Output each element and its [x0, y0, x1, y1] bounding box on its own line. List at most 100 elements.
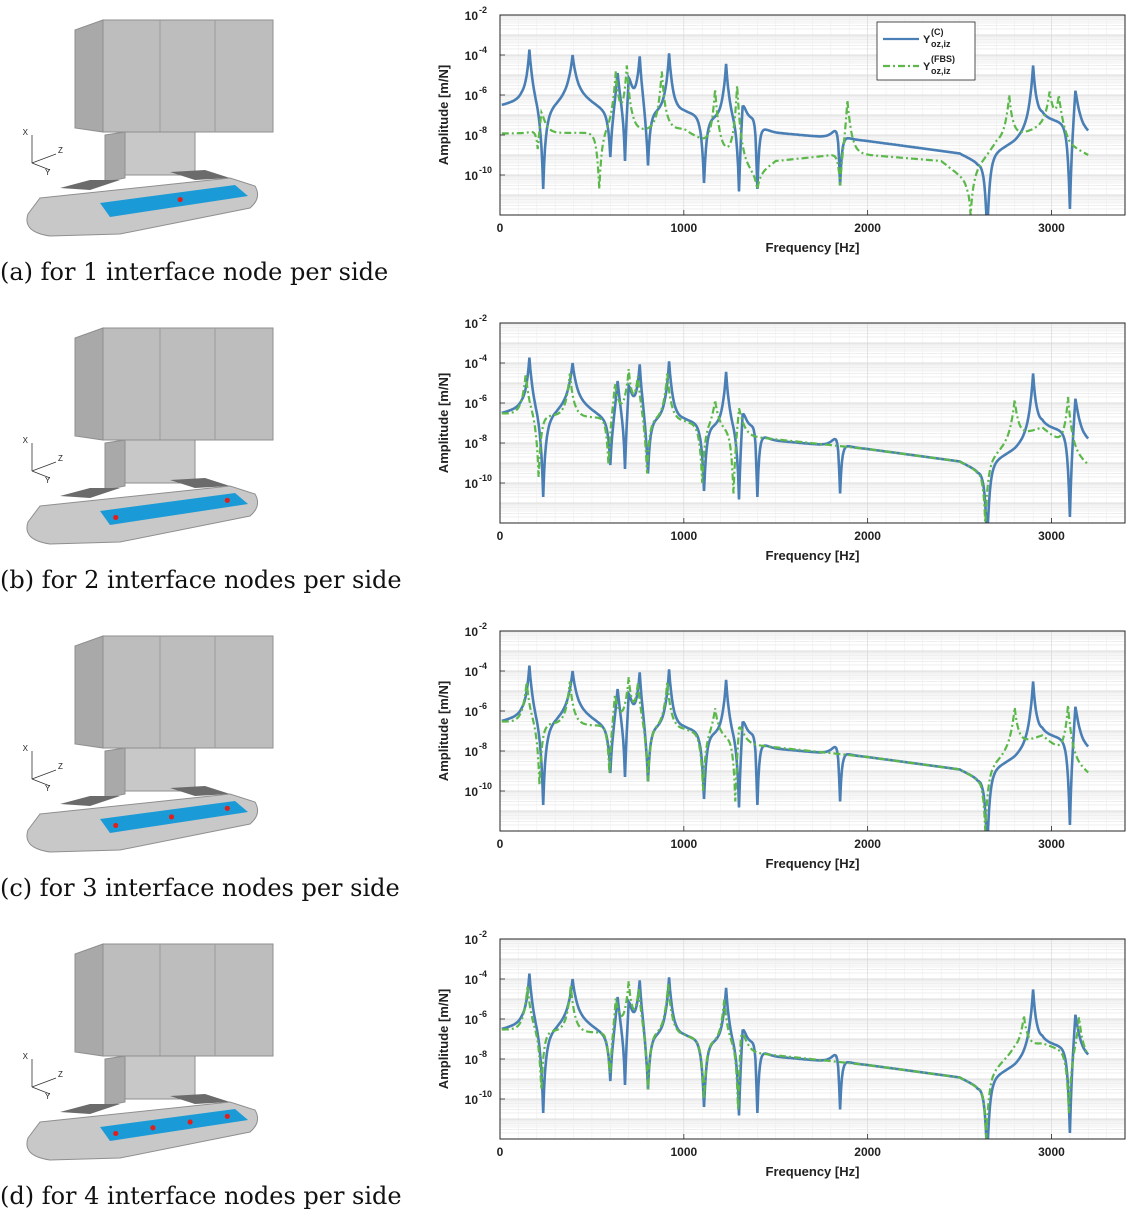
y-tick-label: 10 -8	[465, 433, 487, 451]
x-tick-label: 3000	[1038, 529, 1065, 543]
y-tick-label-exp: -4	[479, 45, 487, 55]
upper-block-side	[74, 635, 104, 749]
axis-label-x: X	[23, 1052, 29, 1061]
interface-node	[113, 822, 119, 829]
y-tick-label: 10 -2	[465, 929, 487, 947]
x-axis-label: Frequency [Hz]	[766, 1164, 860, 1179]
y-tick-label: 10 -2	[465, 621, 487, 639]
y-tick-label: 10 -8	[465, 741, 487, 759]
series-fbs	[501, 65, 1089, 215]
flange-right	[170, 170, 230, 180]
y-tick-label-exp: -4	[479, 969, 487, 979]
x-tick-label: 2000	[854, 1145, 881, 1159]
interface-strip	[100, 1109, 248, 1141]
x-tick-label: 1000	[670, 529, 697, 543]
y-tick-label-base: 10	[465, 785, 479, 799]
upper-block	[102, 327, 274, 441]
interface-node	[168, 814, 175, 820]
y-tick-label-exp: -10	[479, 165, 492, 175]
axis-label-z: Z	[58, 454, 63, 463]
axis-label-z: Z	[58, 1070, 63, 1079]
fe-model-illustration: X Z Y	[23, 327, 274, 545]
y-tick-label-exp: -6	[479, 85, 487, 95]
plot-frame	[499, 938, 1126, 1140]
y-tick-label: 10 -6	[465, 701, 487, 719]
series-coupled	[501, 357, 1090, 523]
legend-label-main: Y	[923, 61, 931, 73]
figure-panel: X Z Y 0 1000 2000 3000 10 -2 10 -4 10 -6 10 -8 10 -10 Fre…	[0, 0, 1141, 305]
y-tick-label-exp: -2	[479, 313, 487, 323]
y-tick-label-base: 10	[465, 665, 479, 679]
plot-frame	[499, 322, 1126, 524]
y-tick-label-exp: -2	[479, 5, 487, 15]
axis-label-z: Z	[58, 762, 63, 771]
flange-left	[60, 180, 120, 190]
y-tick-label: 10 -10	[465, 781, 492, 799]
chart-grid	[500, 630, 1125, 832]
figure-panel: X Z Y 0 1000 2000 3000 10 -2 10 -4 10 -6 10 -8 10 -10 Fre…	[0, 924, 1141, 1229]
legend-label-sup: (FBS)	[931, 54, 955, 64]
fe-model-illustration: X Z Y	[23, 943, 274, 1161]
column	[124, 1055, 196, 1100]
x-tick-label: 3000	[1038, 1145, 1065, 1159]
panel-caption: (d) for 4 interface nodes per side	[0, 1182, 402, 1210]
x-tick-label: 1000	[670, 221, 697, 235]
axis-label-y: Y	[45, 784, 51, 793]
y-tick-label: 10 -8	[465, 125, 487, 143]
x-tick-label: 0	[497, 1145, 504, 1159]
flange-left	[60, 488, 120, 498]
upper-block-side	[74, 19, 104, 133]
y-tick-label-base: 10	[465, 9, 479, 23]
x-tick-label: 2000	[854, 221, 881, 235]
y-tick-label: 10 -4	[465, 661, 487, 679]
y-tick-label-exp: -4	[479, 353, 487, 363]
interface-strip	[100, 185, 248, 217]
upper-block	[102, 635, 274, 749]
axis-label-x: X	[23, 744, 29, 753]
legend-label-sub: oz,iz	[931, 66, 951, 76]
legend-label-sup: (C)	[931, 27, 944, 37]
y-tick-label-exp: -6	[479, 701, 487, 711]
y-tick-label-exp: -6	[479, 393, 487, 403]
column	[124, 747, 196, 792]
flange-right	[170, 478, 230, 488]
figure-panel: X Z Y 0 1000 2000 3000 10 -2 10 -4 10 -6 10 -8 10 -10 Fre…	[0, 616, 1141, 921]
y-tick-label-exp: -10	[479, 1089, 492, 1099]
interface-node	[113, 1130, 119, 1137]
axis-triad: X Z Y	[23, 436, 63, 485]
y-axis-label: Amplitude [m/N]	[436, 65, 451, 165]
y-tick-label-base: 10	[465, 1093, 479, 1107]
upper-block	[102, 19, 274, 133]
panel-caption: (a) for 1 interface node per side	[0, 258, 389, 286]
plot-frame	[499, 14, 1126, 216]
series-fbs	[501, 676, 1089, 831]
chart-grid	[500, 322, 1125, 524]
y-tick-label-base: 10	[465, 1053, 479, 1067]
x-tick-label: 0	[497, 529, 504, 543]
column-side	[104, 1055, 126, 1107]
y-tick-label-exp: -10	[479, 473, 492, 483]
x-axis-label: Frequency [Hz]	[766, 548, 860, 563]
chart-grid	[500, 938, 1125, 1140]
interface-node	[150, 1125, 156, 1131]
flange-left	[60, 1104, 120, 1114]
interface-node	[113, 514, 119, 521]
x-tick-label: 0	[497, 837, 504, 851]
series-fbs	[501, 980, 1090, 1139]
y-tick-label-base: 10	[465, 89, 479, 103]
fe-model-illustration: X Z Y	[23, 635, 274, 853]
y-tick-label-base: 10	[465, 317, 479, 331]
flange-right	[170, 786, 230, 796]
series-coupled	[501, 49, 1090, 215]
y-tick-label: 10 -4	[465, 353, 487, 371]
y-tick-label-base: 10	[465, 169, 479, 183]
axis-label-x: X	[23, 436, 29, 445]
fe-model-illustration: X Z Y	[23, 19, 274, 237]
axis-triad: X Z Y	[23, 128, 63, 177]
y-tick-label: 10 -2	[465, 313, 487, 331]
y-tick-label-base: 10	[465, 49, 479, 63]
y-axis-label: Amplitude [m/N]	[436, 373, 451, 473]
y-tick-label-exp: -2	[479, 621, 487, 631]
flange-left	[60, 796, 120, 806]
